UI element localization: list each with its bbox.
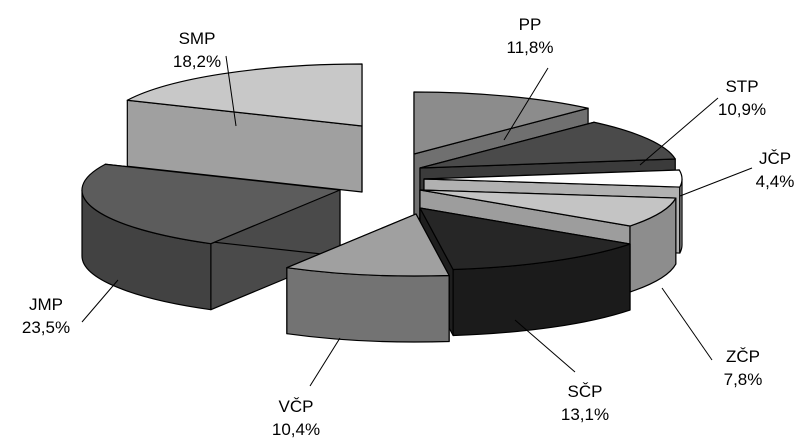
- slice-label-smp: SMP: [179, 29, 216, 48]
- leader-line-jmp: [81, 279, 119, 323]
- slice-label-stp: STP: [725, 77, 758, 96]
- slice-label-zcp: ZČP: [726, 347, 760, 366]
- slice-jcp-side: [679, 178, 683, 254]
- slice-vcp-top: [286, 213, 450, 277]
- slice-vcp-side: [286, 267, 450, 343]
- leader-lines: [81, 55, 753, 387]
- slice-jmp: [81, 163, 341, 311]
- slice-label-pp: PP: [519, 15, 542, 34]
- slice-value-jcp: 4,4%: [756, 172, 795, 191]
- slice-label-jcp: JČP: [759, 149, 791, 168]
- slice-value-stp: 10,9%: [718, 100, 766, 119]
- slice-value-pp: 11,8%: [507, 38, 554, 57]
- slice-value-jmp: 23,5%: [22, 318, 70, 337]
- slice-smp-top: [126, 63, 363, 127]
- slice-pp-top: [413, 91, 589, 155]
- leader-line-zcp: [661, 287, 713, 361]
- slice-smp: [126, 63, 363, 193]
- slice-value-vcp: 10,4%: [272, 420, 320, 439]
- slice-label-jmp: JMP: [29, 295, 63, 314]
- slice-vcp: [286, 213, 450, 343]
- leader-line-smp: [225, 55, 237, 127]
- leader-line-vcp: [309, 337, 341, 387]
- slice-value-scp: 13,1%: [561, 405, 609, 424]
- slice-labels: PP 11,8% STP 10,9% JČP 4,4% ZČP 7,8% SČP 13,1% VČP…: [22, 15, 794, 439]
- slice-value-zcp: 7,8%: [724, 370, 763, 389]
- slice-value-smp: 18,2%: [173, 52, 221, 71]
- leader-line-stp: [639, 97, 719, 166]
- slice-jmp-top: [81, 163, 341, 245]
- slice-scp-top: [419, 207, 631, 271]
- slice-scp: [419, 207, 631, 337]
- slice-label-vcp: VČP: [279, 397, 314, 416]
- pie-slices: [81, 63, 683, 343]
- slice-zcp-top: [419, 189, 677, 227]
- slice-jcp-top: [423, 169, 683, 188]
- leader-line-scp: [514, 319, 576, 373]
- leader-line-pp: [503, 67, 549, 141]
- slice-stp-top: [419, 121, 676, 169]
- leader-line-jcp: [679, 167, 753, 197]
- slice-label-scp: SČP: [568, 382, 603, 401]
